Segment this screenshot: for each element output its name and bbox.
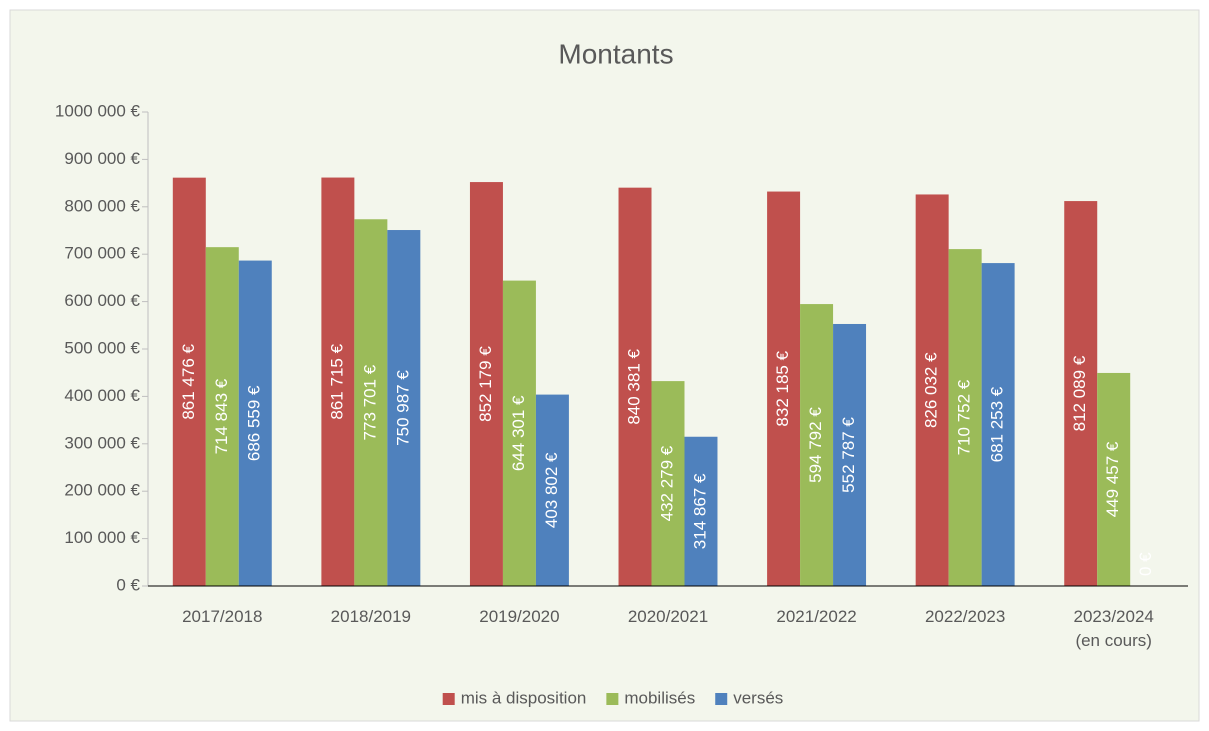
value-label: 714 843 € (212, 378, 231, 454)
y-tick-label: 800 000 € (64, 196, 140, 215)
value-label: 750 987 € (393, 370, 412, 446)
bar (1097, 372, 1131, 586)
y-tick-label: 700 000 € (64, 244, 140, 263)
value-label: 826 032 € (922, 352, 941, 428)
legend-swatch (442, 693, 455, 705)
y-tick-label: 400 000 € (64, 386, 140, 405)
bar (535, 394, 569, 586)
bar (321, 177, 355, 586)
value-label: 832 185 € (773, 350, 792, 426)
value-label: 449 457 € (1103, 441, 1122, 517)
value-label: 773 701 € (360, 364, 379, 440)
value-label: 840 381 € (625, 348, 644, 424)
bar (833, 323, 867, 586)
y-tick-label: 200 000 € (64, 481, 140, 500)
x-tick-label: 2017/2018 (182, 607, 262, 626)
bar (767, 191, 801, 586)
x-tick-label: 2022/2023 (925, 607, 1005, 626)
value-label: 644 301 € (509, 395, 528, 471)
x-tick-label: 2020/2021 (628, 607, 708, 626)
value-label: 594 792 € (806, 407, 825, 483)
x-tick-label: 2021/2022 (776, 607, 856, 626)
bar (238, 260, 272, 586)
chart-title: Montants (558, 38, 673, 69)
y-tick-label: 100 000 € (64, 528, 140, 547)
legend-label: versés (733, 688, 783, 707)
y-tick-label: 0 € (116, 575, 140, 594)
value-label: 314 867 € (690, 473, 709, 549)
bar (387, 230, 421, 586)
bar (800, 304, 834, 586)
bar (1064, 201, 1098, 586)
value-label: 812 089 € (1070, 355, 1089, 431)
value-label: 0 € (1136, 552, 1155, 576)
legend-swatch (606, 693, 619, 705)
value-label: 432 279 € (657, 445, 676, 521)
value-label: 552 787 € (839, 417, 858, 493)
value-label: 861 715 € (327, 343, 346, 419)
y-tick-label: 1000 000 € (55, 101, 141, 120)
bar (205, 247, 239, 586)
value-label: 852 179 € (476, 346, 495, 422)
value-label: 686 559 € (245, 385, 264, 461)
bar (354, 219, 388, 586)
y-tick-label: 600 000 € (64, 291, 140, 310)
bar (618, 187, 652, 586)
bar (651, 381, 685, 586)
value-label: 710 752 € (955, 379, 974, 455)
legend-label: mis à disposition (461, 688, 587, 707)
bar (981, 263, 1015, 586)
y-tick-label: 500 000 € (64, 338, 140, 357)
y-tick-label: 300 000 € (64, 433, 140, 452)
value-label: 403 802 € (542, 452, 561, 528)
value-label: 681 253 € (988, 386, 1007, 462)
legend-label: mobilisés (624, 688, 695, 707)
x-tick-label: 2023/2024 (en cours) (1074, 607, 1154, 650)
y-tick-label: 900 000 € (64, 149, 140, 168)
value-label: 861 476 € (179, 343, 198, 419)
bar (915, 194, 949, 587)
legend-swatch (715, 693, 728, 705)
bar (469, 182, 503, 587)
x-tick-label: 2018/2019 (331, 607, 411, 626)
bar (172, 177, 206, 586)
bar (502, 280, 536, 586)
bar (684, 436, 718, 586)
x-tick-label: 2019/2020 (479, 607, 559, 626)
bar (948, 249, 982, 586)
